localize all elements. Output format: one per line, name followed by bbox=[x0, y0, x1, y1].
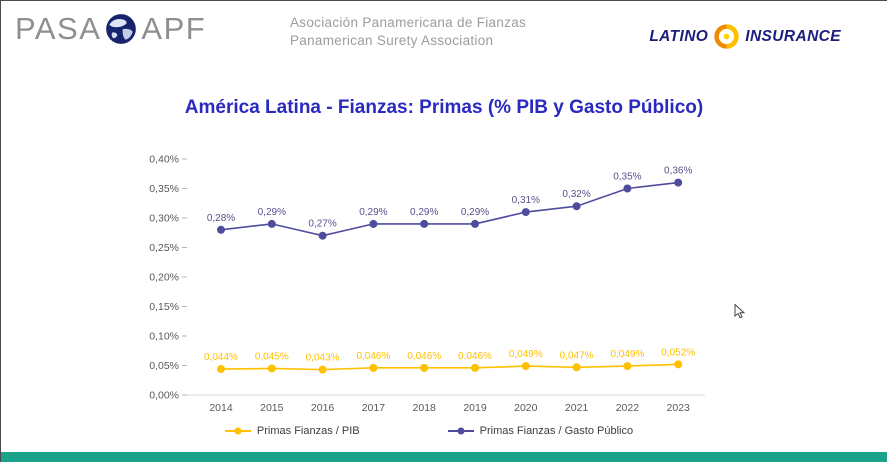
latino-rings-icon bbox=[714, 24, 739, 49]
data-label: 0,043% bbox=[306, 353, 340, 364]
data-point bbox=[471, 219, 479, 228]
association-name: Asociación Panamericana de Fianzas Panam… bbox=[290, 14, 526, 49]
x-tick-label: 2022 bbox=[616, 402, 640, 414]
data-point bbox=[623, 362, 632, 371]
data-point bbox=[318, 365, 327, 374]
bottom-accent-bar bbox=[1, 452, 887, 462]
series-line-0 bbox=[220, 363, 679, 371]
legend-item-pib: Primas Fianzas / PIB bbox=[224, 425, 360, 437]
pasa-apf-logo: PASA APF bbox=[15, 11, 206, 47]
legend-dot-icon bbox=[234, 427, 242, 435]
data-label: 0,28% bbox=[207, 213, 235, 224]
y-tick-label: 0,20% bbox=[149, 272, 179, 284]
pasa-text: PASA bbox=[15, 11, 102, 46]
y-tick-label: 0,40% bbox=[149, 154, 179, 166]
y-tick-label: 0,00% bbox=[149, 390, 179, 402]
y-tick-label: 0,30% bbox=[149, 213, 179, 225]
data-label: 0,046% bbox=[356, 351, 390, 362]
globe-icon bbox=[106, 14, 137, 44]
legend-marker-icon bbox=[447, 427, 474, 435]
y-tick-label: 0,15% bbox=[149, 301, 179, 313]
data-point bbox=[267, 364, 276, 373]
data-point bbox=[420, 219, 429, 228]
data-point bbox=[217, 225, 225, 234]
data-label: 0,29% bbox=[461, 207, 489, 218]
latino-insurance-logo: LATINO INSURANCE bbox=[649, 23, 841, 50]
series-line-1 bbox=[220, 181, 679, 237]
x-tick-label: 2019 bbox=[463, 402, 487, 414]
data-point bbox=[267, 219, 276, 228]
data-label: 0,31% bbox=[512, 195, 540, 206]
data-label: 0,36% bbox=[664, 166, 692, 177]
data-label: 0,27% bbox=[308, 219, 336, 230]
x-tick-label: 2016 bbox=[311, 402, 335, 414]
data-label: 0,052% bbox=[661, 347, 695, 358]
x-tick-label: 2018 bbox=[413, 402, 437, 414]
data-point bbox=[572, 202, 581, 211]
line-chart: 0,00% 0,05% 0,10% 0,15% 0,20% 0,25% 0,30% 0,35%… bbox=[149, 154, 705, 414]
data-label: 0,32% bbox=[562, 189, 590, 200]
data-label: 0,044% bbox=[204, 352, 238, 363]
x-tick-label: 2014 bbox=[209, 402, 233, 414]
legend-item-gasto-publico: Primas Fianzas / Gasto Público bbox=[447, 425, 634, 437]
data-label: 0,29% bbox=[410, 207, 438, 218]
legend-dot-icon bbox=[457, 427, 465, 435]
data-label: 0,049% bbox=[509, 349, 543, 360]
data-point bbox=[521, 208, 530, 217]
data-point bbox=[369, 363, 378, 372]
data-label: 0,35% bbox=[613, 172, 641, 183]
data-point bbox=[674, 178, 683, 187]
data-label: 0,046% bbox=[458, 351, 492, 362]
apf-text: APF bbox=[141, 11, 207, 46]
x-tick-label: 2015 bbox=[260, 402, 284, 414]
y-tick-label: 0,35% bbox=[149, 183, 179, 195]
y-tick-label: 0,10% bbox=[149, 331, 179, 343]
x-tick-label: 2021 bbox=[565, 402, 589, 414]
x-tick-label: 2023 bbox=[667, 402, 691, 414]
data-point bbox=[521, 362, 530, 371]
data-point bbox=[623, 184, 632, 193]
data-label: 0,045% bbox=[255, 351, 289, 362]
latino-text: LATINO bbox=[649, 27, 709, 45]
data-point bbox=[471, 363, 479, 372]
data-point bbox=[674, 360, 683, 369]
data-label: 0,29% bbox=[359, 207, 387, 218]
y-tick-label: 0,25% bbox=[149, 242, 179, 254]
data-point bbox=[318, 231, 327, 240]
data-point bbox=[420, 363, 429, 372]
data-label: 0,046% bbox=[407, 351, 441, 362]
chart-title: América Latina - Fianzas: Primas (% PIB … bbox=[184, 97, 704, 118]
x-tick-label: 2020 bbox=[514, 402, 538, 414]
data-point bbox=[369, 219, 378, 228]
x-tick-label: 2017 bbox=[362, 402, 386, 414]
insurance-text: INSURANCE bbox=[745, 27, 841, 45]
association-name-es: Asociación Panamericana de Fianzas bbox=[290, 15, 527, 30]
data-point bbox=[217, 365, 225, 374]
data-point bbox=[572, 363, 581, 372]
data-label: 0,047% bbox=[560, 350, 594, 361]
association-name-en: Panamerican Surety Association bbox=[290, 32, 494, 48]
legend-label: Primas Fianzas / Gasto Público bbox=[479, 425, 634, 437]
y-tick-label: 0,05% bbox=[149, 360, 179, 372]
chart-legend: Primas Fianzas / PIB Primas Fianzas / Gas… bbox=[129, 425, 729, 437]
data-label: 0,049% bbox=[610, 349, 644, 360]
legend-marker-icon bbox=[224, 427, 251, 435]
mouse-cursor-icon bbox=[734, 304, 746, 319]
legend-label: Primas Fianzas / PIB bbox=[256, 425, 360, 437]
data-label: 0,29% bbox=[258, 207, 286, 218]
